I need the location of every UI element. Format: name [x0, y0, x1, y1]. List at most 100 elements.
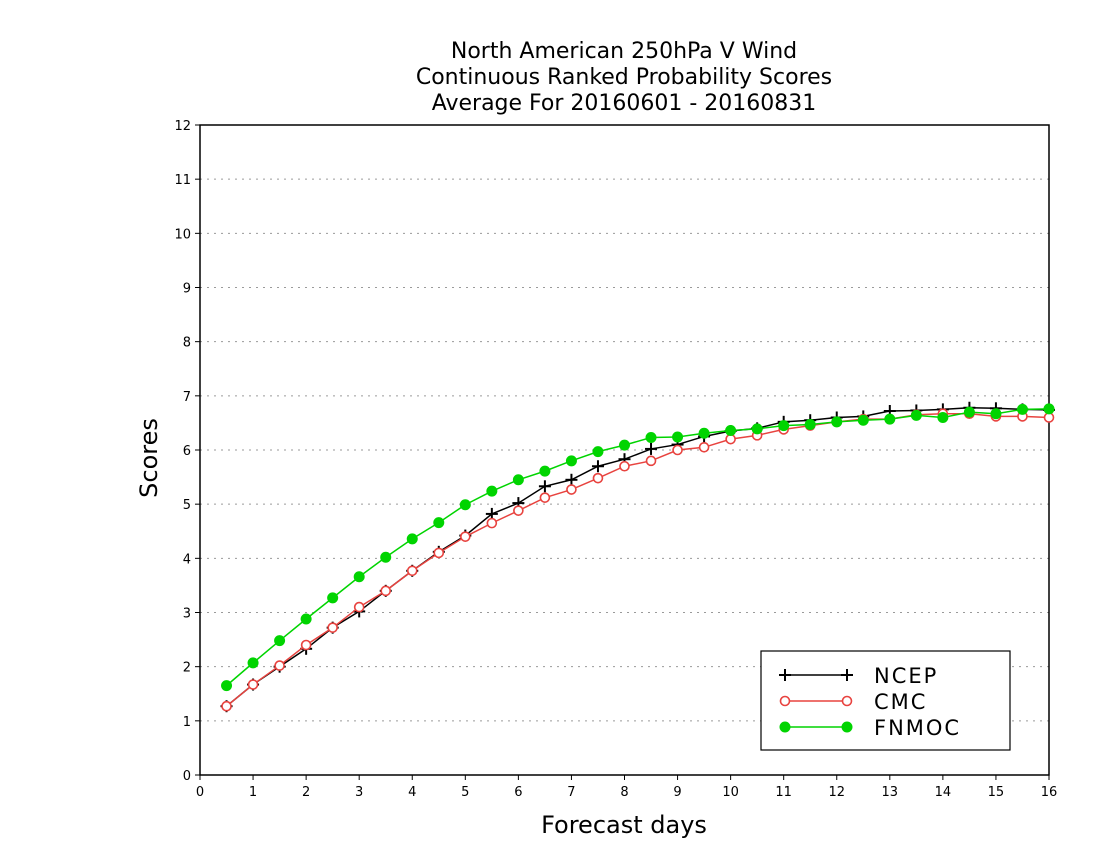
data-point-fnmoc — [512, 474, 524, 486]
legend-item-ncep: NCEP — [779, 664, 938, 688]
y-tick-label: 6 — [183, 444, 191, 459]
data-point-cmc — [221, 700, 232, 712]
data-point-cmc — [619, 460, 630, 472]
data-point-cmc — [433, 547, 445, 559]
legend-item-fnmoc: FNMOC — [779, 716, 961, 740]
data-point-fnmoc — [247, 657, 259, 669]
y-tick-label: 8 — [183, 336, 191, 351]
data-point-cmc — [486, 517, 498, 529]
data-point-cmc — [592, 472, 604, 484]
data-point-fnmoc — [406, 533, 418, 545]
chart-title-line: North American 250hPa V Wind — [451, 39, 797, 64]
x-tick-label: 11 — [775, 785, 792, 800]
data-point-cmc — [566, 484, 577, 495]
chart-title-line: Average For 20160601 - 20160831 — [432, 91, 817, 116]
data-point-fnmoc — [619, 439, 630, 451]
x-tick-label: 4 — [408, 785, 416, 800]
y-axis-label: Scores — [135, 418, 163, 498]
data-point-fnmoc — [645, 432, 657, 444]
data-point-fnmoc — [1043, 403, 1055, 415]
x-tick-label: 8 — [620, 785, 628, 800]
y-tick-label: 1 — [183, 715, 191, 730]
data-point-fnmoc — [327, 592, 339, 604]
data-point-ncep — [591, 460, 604, 473]
x-tick-label: 1 — [249, 785, 257, 800]
data-point-fnmoc — [831, 416, 843, 428]
x-tick-label: 5 — [461, 785, 469, 800]
legend-marker — [841, 721, 853, 733]
data-point-fnmoc — [565, 455, 577, 467]
y-tick-label: 9 — [183, 282, 191, 297]
data-point-fnmoc — [1016, 403, 1028, 415]
x-tick-label: 14 — [935, 785, 952, 800]
x-tick-label: 10 — [722, 785, 739, 800]
x-tick-label: 6 — [514, 785, 522, 800]
data-point-cmc — [513, 505, 524, 516]
legend-marker — [779, 669, 791, 681]
data-point-fnmoc — [857, 414, 869, 426]
y-tick-label: 10 — [174, 227, 191, 242]
data-point-fnmoc — [592, 446, 604, 458]
data-point-fnmoc — [459, 499, 471, 511]
data-point-fnmoc — [937, 412, 949, 423]
series-line-fnmoc — [226, 408, 1050, 687]
data-point-fnmoc — [672, 431, 684, 443]
legend-item-cmc: CMC — [779, 690, 927, 714]
x-tick-label: 15 — [988, 785, 1005, 800]
data-point-cmc — [274, 660, 285, 671]
data-point-cmc — [460, 531, 471, 542]
legend-marker — [841, 669, 853, 681]
y-tick-label: 5 — [183, 498, 191, 513]
legend-marker — [779, 695, 791, 707]
x-tick-label: 9 — [673, 785, 681, 800]
data-point-cmc — [327, 622, 338, 633]
data-point-fnmoc — [884, 413, 896, 425]
data-point-ncep — [565, 473, 578, 486]
data-point-fnmoc — [963, 406, 975, 418]
legend-label: CMC — [874, 690, 927, 714]
data-point-fnmoc — [698, 427, 710, 439]
data-point-cmc — [672, 444, 683, 456]
data-point-fnmoc — [751, 423, 763, 435]
y-tick-label: 12 — [174, 119, 191, 134]
data-point-cmc — [698, 441, 710, 453]
data-point-fnmoc — [380, 551, 392, 563]
legend-label: FNMOC — [874, 716, 961, 740]
series-fnmoc — [221, 403, 1055, 692]
data-point-fnmoc — [300, 613, 312, 625]
data-point-cmc — [539, 492, 551, 503]
data-point-cmc — [1043, 412, 1055, 423]
y-tick-label: 4 — [183, 552, 191, 567]
y-tick-label: 0 — [183, 769, 191, 784]
data-point-cmc — [725, 433, 736, 445]
y-tick-label: 11 — [174, 173, 191, 188]
data-point-cmc — [353, 601, 365, 613]
x-tick-label: 0 — [196, 785, 204, 800]
legend-label: NCEP — [874, 664, 938, 688]
y-tick-label: 3 — [183, 607, 191, 622]
chart-title-line: Continuous Ranked Probability Scores — [416, 65, 832, 90]
x-tick-label: 3 — [355, 785, 363, 800]
legend-marker — [841, 695, 853, 707]
data-point-cmc — [300, 639, 312, 651]
data-point-fnmoc — [910, 409, 922, 421]
series-layer — [220, 401, 1055, 713]
x-tick-label: 13 — [882, 785, 899, 800]
data-point-fnmoc — [353, 571, 365, 583]
data-point-fnmoc — [433, 517, 445, 529]
data-point-cmc — [247, 679, 259, 690]
data-point-fnmoc — [990, 408, 1002, 420]
data-point-cmc — [406, 565, 418, 577]
data-point-fnmoc — [221, 680, 233, 692]
data-point-fnmoc — [539, 465, 551, 477]
x-tick-label: 2 — [302, 785, 310, 800]
data-point-fnmoc — [778, 420, 790, 432]
data-point-cmc — [645, 455, 657, 467]
y-tick-label: 7 — [183, 390, 191, 405]
data-point-fnmoc — [804, 419, 816, 431]
data-point-ncep — [645, 442, 658, 455]
